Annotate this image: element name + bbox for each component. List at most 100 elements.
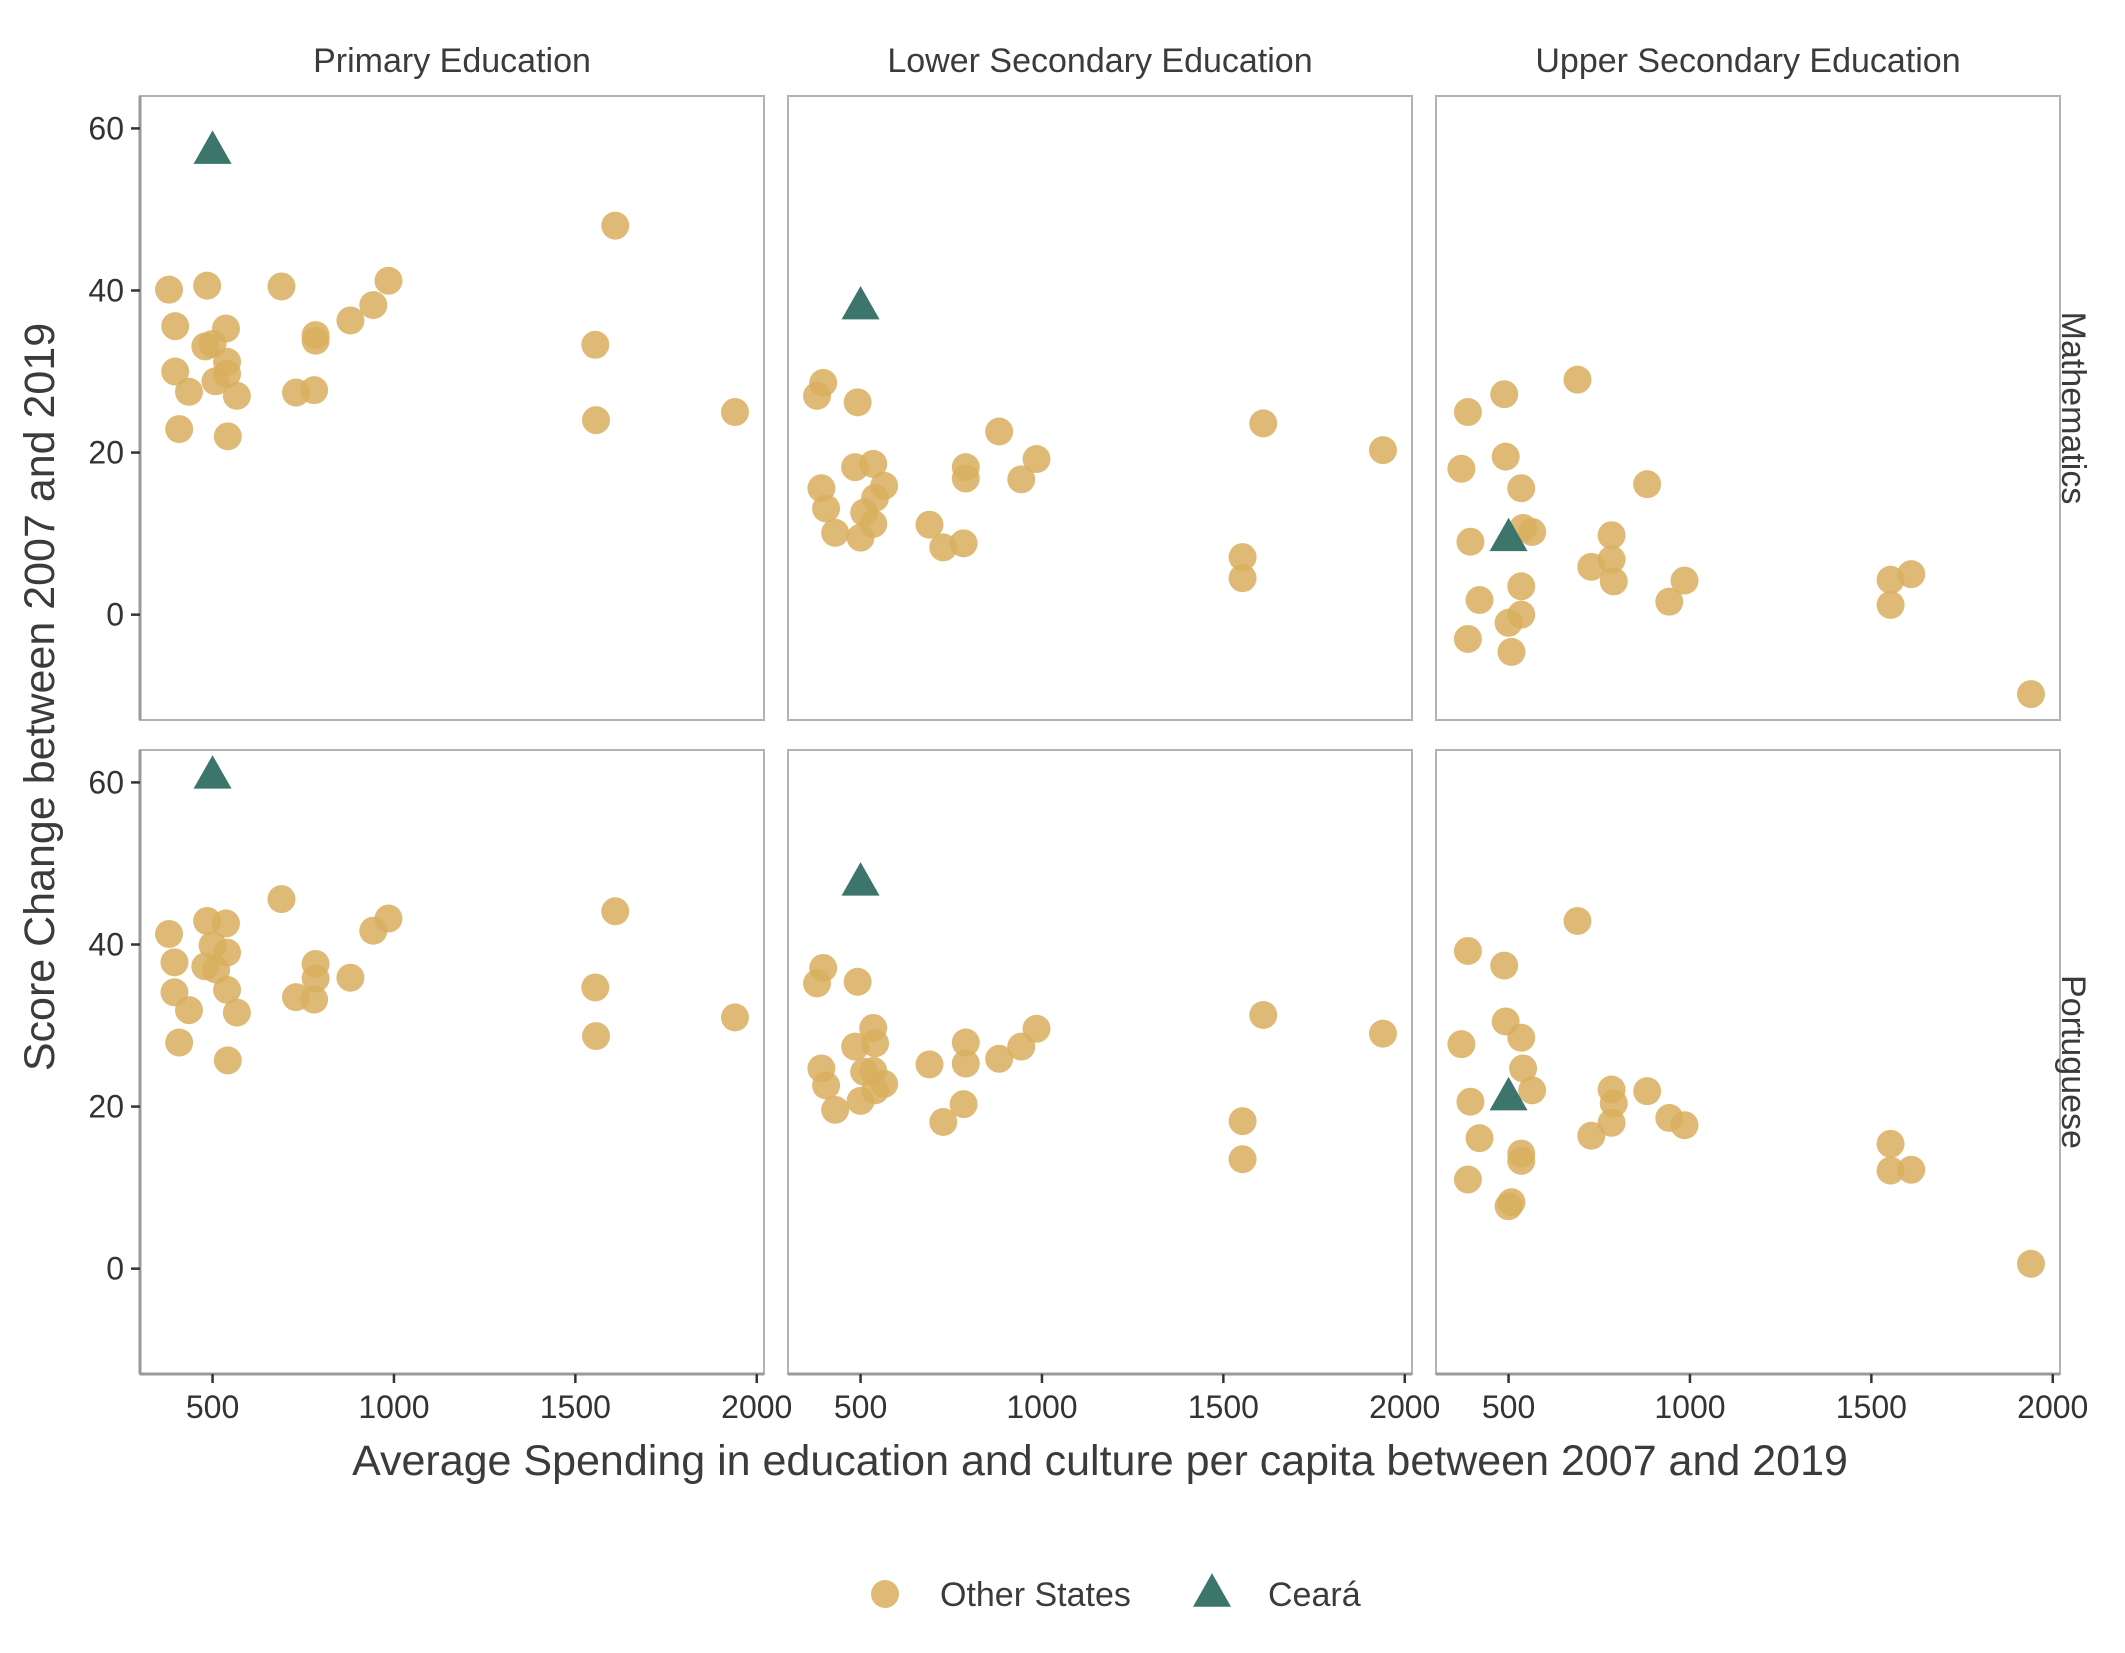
x-tick-label: 2000 bbox=[2017, 1389, 2088, 1425]
facet-column-title: Upper Secondary Education bbox=[1535, 42, 1960, 80]
data-point-other-state bbox=[174, 377, 203, 406]
data-point-other-state bbox=[213, 975, 242, 1004]
data-point-other-state bbox=[1876, 590, 1905, 619]
data-point-other-state bbox=[1577, 1121, 1606, 1150]
data-point-other-state bbox=[951, 464, 980, 493]
data-point-other-state bbox=[174, 996, 203, 1025]
data-point-other-state bbox=[1465, 586, 1494, 615]
data-point-other-state bbox=[1507, 1023, 1536, 1052]
y-axis-title: Score Change between 2007 and 2019 bbox=[16, 323, 64, 1071]
data-point-other-state bbox=[1507, 1146, 1536, 1175]
data-point-other-state bbox=[1563, 365, 1592, 394]
data-point-other-state bbox=[222, 381, 251, 410]
x-axis-title: Average Spending in education and cultur… bbox=[352, 1437, 1848, 1485]
x-tick-label: 1500 bbox=[540, 1389, 611, 1425]
y-tick-label: 40 bbox=[88, 926, 124, 962]
data-point-other-state bbox=[1897, 1155, 1926, 1184]
data-point-ceara bbox=[193, 130, 232, 164]
x-tick-label: 500 bbox=[1482, 1389, 1535, 1425]
x-tick-label: 1500 bbox=[1836, 1389, 1907, 1425]
data-point-other-state bbox=[359, 291, 388, 320]
x-tick-label: 1000 bbox=[358, 1389, 429, 1425]
x-tick-label: 2000 bbox=[1369, 1389, 1440, 1425]
data-point-other-state bbox=[949, 1090, 978, 1119]
data-point-other-state bbox=[1518, 1076, 1547, 1105]
data-point-other-state bbox=[2016, 1249, 2045, 1278]
x-tick-label: 1000 bbox=[1654, 1389, 1725, 1425]
panel-border bbox=[787, 749, 1413, 1375]
data-point-other-state bbox=[1633, 1077, 1662, 1106]
x-tick-label: 1000 bbox=[1006, 1389, 1077, 1425]
data-point-other-state bbox=[301, 964, 330, 993]
data-point-other-state bbox=[821, 1095, 850, 1124]
data-point-other-state bbox=[1518, 517, 1547, 546]
data-point-other-state bbox=[582, 406, 611, 435]
data-point-other-state bbox=[211, 909, 240, 938]
legend-circle-icon bbox=[871, 1580, 899, 1608]
data-point-other-state bbox=[1490, 951, 1519, 980]
data-point-other-state bbox=[1507, 600, 1536, 629]
data-point-other-state bbox=[1876, 1129, 1905, 1158]
y-tick-label: 20 bbox=[88, 1089, 124, 1125]
data-point-other-state bbox=[300, 376, 329, 405]
data-point-other-state bbox=[1599, 1089, 1628, 1118]
data-point-other-state bbox=[1670, 1111, 1699, 1140]
x-tick-label: 500 bbox=[834, 1389, 887, 1425]
data-point-other-state bbox=[581, 330, 610, 359]
data-point-other-state bbox=[812, 494, 841, 523]
data-point-other-state bbox=[1249, 409, 1278, 438]
facet-column-title: Primary Education bbox=[313, 42, 591, 80]
x-tick-label: 500 bbox=[186, 1389, 239, 1425]
data-point-other-state bbox=[1456, 1087, 1485, 1116]
data-point-other-state bbox=[985, 417, 1014, 446]
data-point-other-state bbox=[809, 953, 838, 982]
data-point-other-state bbox=[1497, 1188, 1526, 1217]
data-point-other-state bbox=[720, 1003, 749, 1032]
legend-triangle-icon bbox=[1193, 1573, 1231, 1607]
x-tick-label: 2000 bbox=[721, 1389, 792, 1425]
facet-column-title: Lower Secondary Education bbox=[887, 42, 1312, 80]
data-point-other-state bbox=[213, 1046, 242, 1075]
y-tick-label: 0 bbox=[106, 1251, 124, 1287]
panel-border bbox=[1435, 95, 2061, 721]
data-point-other-state bbox=[1597, 545, 1626, 574]
data-point-other-state bbox=[211, 314, 240, 343]
data-point-other-state bbox=[720, 398, 749, 427]
data-point-other-state bbox=[1491, 442, 1520, 471]
data-point-other-state bbox=[336, 306, 365, 335]
data-point-other-state bbox=[165, 1028, 194, 1057]
data-point-other-state bbox=[301, 321, 330, 350]
data-point-other-state bbox=[161, 312, 190, 341]
data-point-other-state bbox=[1599, 567, 1628, 596]
data-point-other-state bbox=[601, 211, 630, 240]
data-point-other-state bbox=[1022, 445, 1051, 474]
data-point-other-state bbox=[1368, 1019, 1397, 1048]
panel-border bbox=[1435, 749, 2061, 1375]
data-point-other-state bbox=[1007, 465, 1036, 494]
data-point-other-state bbox=[1447, 1030, 1476, 1059]
data-point-other-state bbox=[160, 948, 189, 977]
data-point-other-state bbox=[222, 998, 251, 1027]
y-tick-label: 0 bbox=[106, 597, 124, 633]
data-point-other-state bbox=[1228, 1107, 1257, 1136]
data-point-other-state bbox=[1228, 543, 1257, 572]
data-point-other-state bbox=[601, 897, 630, 926]
legend-label-ceara: Ceará bbox=[1268, 1576, 1361, 1614]
data-point-other-state bbox=[843, 967, 872, 996]
data-point-other-state bbox=[985, 1044, 1014, 1073]
data-point-other-state bbox=[915, 1050, 944, 1079]
panel-border bbox=[139, 749, 765, 1375]
data-point-other-state bbox=[1670, 566, 1699, 595]
data-point-other-state bbox=[1897, 560, 1926, 589]
data-point-other-state bbox=[213, 938, 242, 967]
data-point-other-state bbox=[213, 359, 242, 388]
data-point-other-state bbox=[1453, 624, 1482, 653]
y-tick-label: 40 bbox=[88, 272, 124, 308]
data-point-ceara bbox=[1489, 517, 1528, 552]
data-point-other-state bbox=[1507, 572, 1536, 601]
panel-border bbox=[787, 95, 1413, 721]
data-point-other-state bbox=[1655, 587, 1684, 616]
data-point-other-state bbox=[843, 388, 872, 417]
data-point-other-state bbox=[1453, 1165, 1482, 1194]
data-point-other-state bbox=[1453, 398, 1482, 427]
